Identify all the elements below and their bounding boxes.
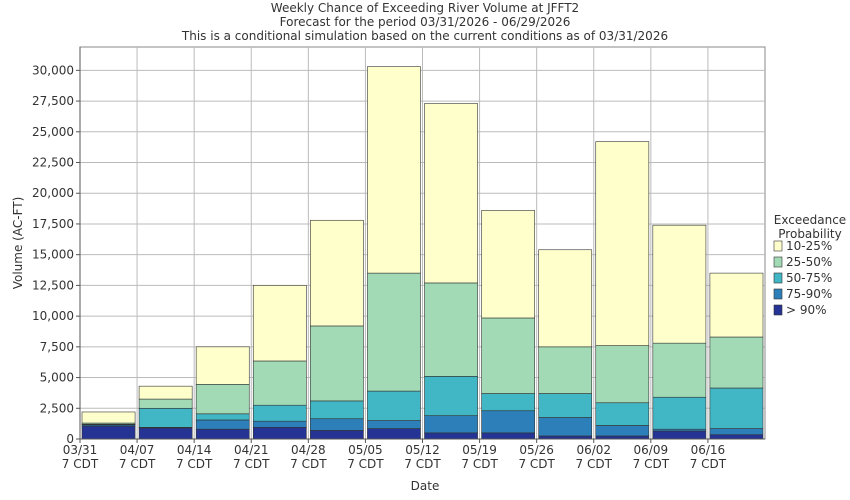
y-tick-label: 15,000 <box>32 248 74 262</box>
legend-swatch <box>773 256 783 268</box>
bar-segment <box>424 415 478 434</box>
bar-segment <box>138 427 193 440</box>
bar-segment <box>481 410 535 434</box>
x-tick-label: 04/21 7 CDT <box>233 443 270 471</box>
legend-label: 75-90% <box>786 287 832 301</box>
bar-segment <box>310 418 364 431</box>
bar-segment <box>310 219 364 327</box>
chart-subtitle: Forecast for the period 03/31/2026 - 06/… <box>280 15 571 29</box>
bar-segment <box>595 425 650 437</box>
bar-segment <box>138 385 193 400</box>
legend-label: > 90% <box>786 303 827 317</box>
bar-segment <box>195 413 250 421</box>
bar-segment <box>424 432 478 440</box>
x-tick-label: 05/05 7 CDT <box>347 443 384 471</box>
bar-segment <box>195 419 250 430</box>
bar-segment <box>481 393 535 412</box>
bar-segment <box>310 430 364 440</box>
bar-segment <box>367 66 421 274</box>
x-tick-label: 04/07 7 CDT <box>119 443 156 471</box>
y-axis-label: Volume (AC-FT) <box>11 197 25 290</box>
legend-label: 25-50% <box>786 255 832 269</box>
bar-segment <box>709 336 764 389</box>
x-tick-label: 05/26 7 CDT <box>518 443 555 471</box>
bar-segment <box>652 342 707 398</box>
legend-swatch <box>773 272 783 284</box>
bar-segment <box>367 272 421 392</box>
x-tick-label: 05/12 7 CDT <box>404 443 441 471</box>
legend-swatch <box>773 240 783 252</box>
bar-segment <box>138 398 193 409</box>
bar-segment <box>367 420 421 429</box>
bar-segment <box>252 420 307 428</box>
bar-segment <box>195 428 250 440</box>
bar-segment <box>424 103 478 284</box>
legend-label: 50-75% <box>786 271 832 285</box>
bar-segment <box>367 428 421 440</box>
legend-swatch <box>773 288 783 300</box>
bar-segment <box>709 428 764 435</box>
bar-segment <box>595 345 650 404</box>
y-tick-label: 10,000 <box>32 309 74 323</box>
x-axis-label: Date <box>411 479 440 493</box>
bar-segment <box>81 425 136 440</box>
y-tick-label: 2,500 <box>40 401 74 415</box>
x-tick-label: 03/31 7 CDT <box>62 443 99 471</box>
bar-segment <box>652 224 707 344</box>
bar-segment <box>252 427 307 440</box>
bar-segment <box>538 417 593 437</box>
x-tick-label: 06/02 7 CDT <box>576 443 613 471</box>
y-tick-label: 5,000 <box>40 371 74 385</box>
y-tick-label: 17,500 <box>32 217 74 231</box>
y-tick-label: 25,000 <box>32 125 74 139</box>
y-tick-label: 22,500 <box>32 156 74 170</box>
bar-segment <box>595 141 650 346</box>
bar-segment <box>195 346 250 385</box>
bar-segment <box>709 434 764 440</box>
bar-segment <box>310 325 364 402</box>
legend-title: Exceedance Probability <box>774 213 846 241</box>
bar-segment <box>252 285 307 362</box>
bar-segment <box>481 432 535 440</box>
bar-segment <box>252 404 307 422</box>
legend-label: 10-25% <box>786 239 832 253</box>
bar-segment <box>595 402 650 426</box>
bar-segment <box>367 390 421 421</box>
chart-title: Weekly Chance of Exceeding River Volume … <box>271 1 579 15</box>
bar-segment <box>538 346 593 394</box>
bar-segment <box>252 360 307 406</box>
bar-segment <box>709 272 764 338</box>
bar-segment <box>709 387 764 429</box>
bar-segment <box>310 400 364 420</box>
bar-segment <box>138 407 193 428</box>
x-tick-label: 04/28 7 CDT <box>290 443 327 471</box>
bar-segment <box>652 430 707 440</box>
x-tick-label: 06/16 7 CDT <box>690 443 727 471</box>
bar-segment <box>81 411 136 424</box>
y-tick-label: 7,500 <box>40 340 74 354</box>
x-tick-label: 05/19 7 CDT <box>461 443 498 471</box>
chart-subtitle: This is a conditional simulation based o… <box>181 29 668 43</box>
y-tick-label: 0 <box>66 432 74 446</box>
y-tick-label: 20,000 <box>32 186 74 200</box>
bar-segment <box>538 393 593 418</box>
bar-segment <box>652 396 707 430</box>
x-tick-label: 06/09 7 CDT <box>633 443 670 471</box>
bar-segment <box>424 282 478 377</box>
y-tick-label: 12,500 <box>32 278 74 292</box>
bar-segment <box>195 384 250 415</box>
y-tick-label: 27,500 <box>32 94 74 108</box>
bar-segment <box>481 210 535 319</box>
bar-segment <box>481 317 535 394</box>
bar-segment <box>538 249 593 348</box>
x-tick-label: 04/14 7 CDT <box>176 443 213 471</box>
legend-swatch <box>773 304 783 316</box>
y-tick-label: 30,000 <box>32 63 74 77</box>
bar-segment <box>424 376 478 416</box>
